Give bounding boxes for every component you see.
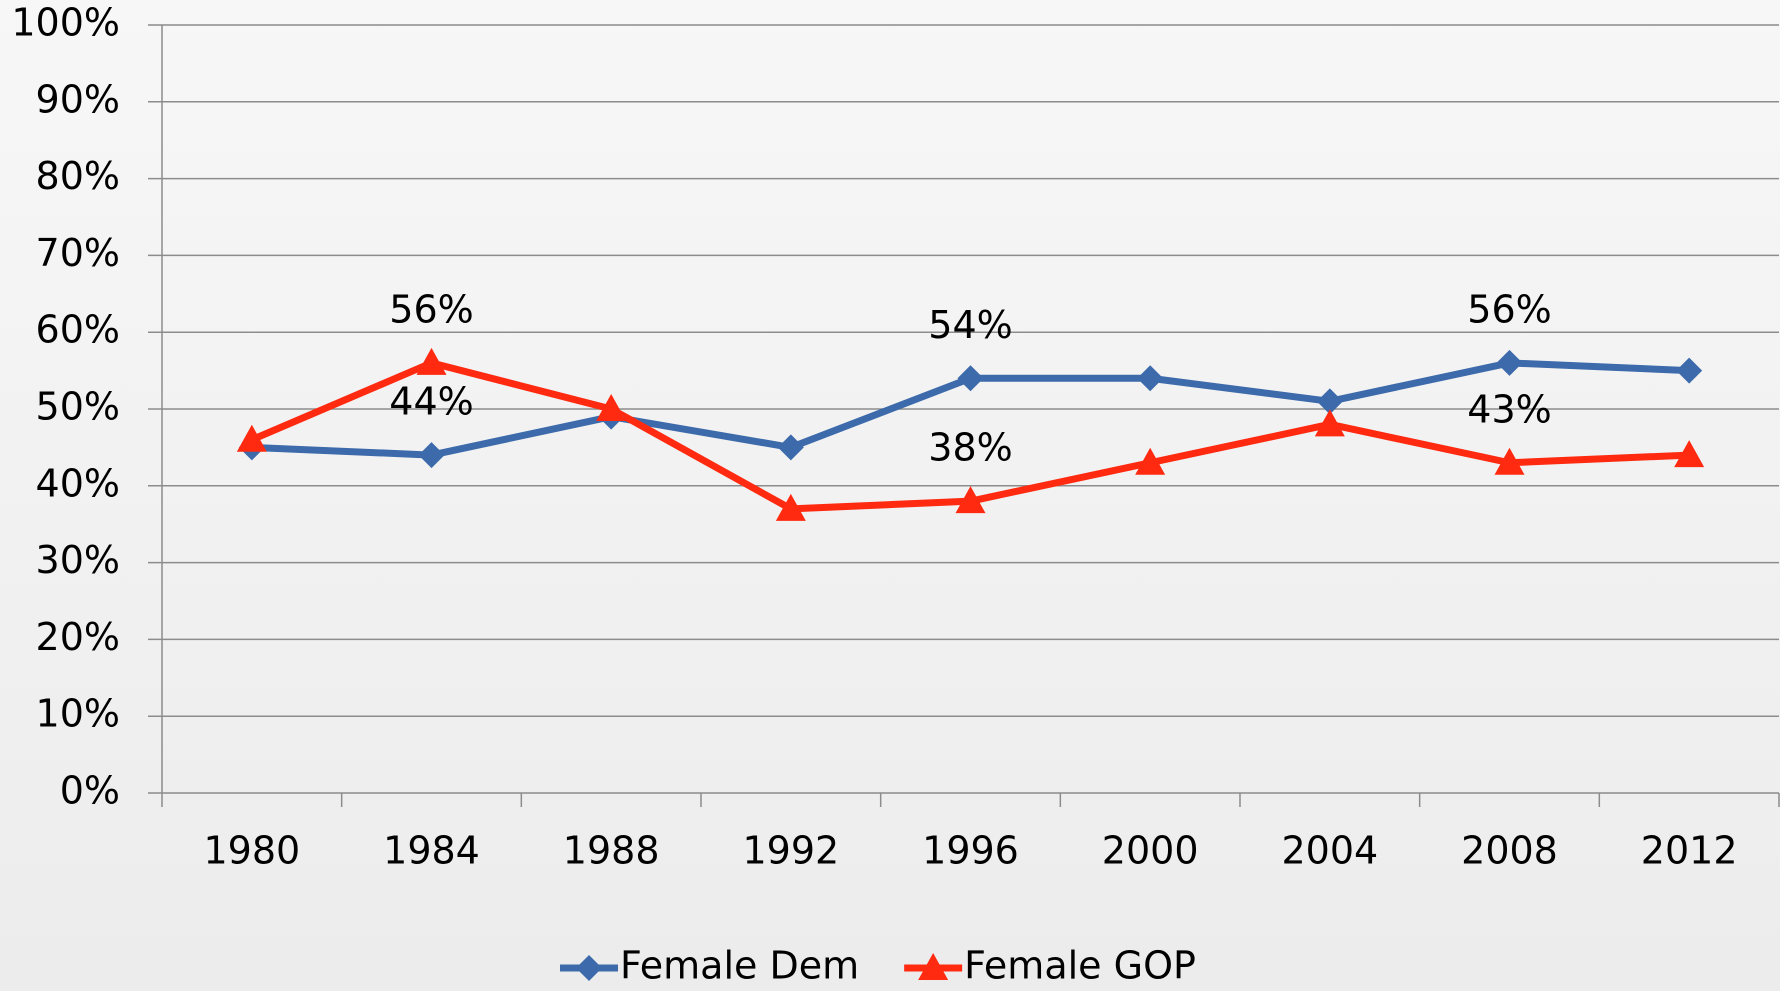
x-tick-label: 1980 <box>203 829 300 873</box>
legend-label: Female GOP <box>964 944 1196 988</box>
data-point <box>1494 447 1525 475</box>
legend-label: Female Dem <box>620 944 859 988</box>
data-point <box>1676 357 1703 384</box>
data-label: 56% <box>1467 287 1551 331</box>
data-label: 54% <box>928 303 1012 347</box>
data-point <box>596 394 627 421</box>
data-point <box>1316 388 1343 415</box>
x-tick-label: 2000 <box>1102 829 1199 873</box>
x-tick-label: 2008 <box>1461 829 1558 873</box>
x-tick-label: 1992 <box>742 829 839 873</box>
data-point <box>777 434 804 461</box>
x-tick-label: 1984 <box>383 829 480 873</box>
legend-marker <box>918 953 949 980</box>
data-label: 56% <box>389 287 473 331</box>
y-tick-label: 20% <box>36 615 120 659</box>
data-label: 43% <box>1467 387 1551 431</box>
legend-marker <box>576 955 602 981</box>
y-tick-label: 100% <box>11 1 120 45</box>
data-point <box>418 442 445 469</box>
x-tick-label: 1996 <box>922 829 1019 873</box>
data-label: 38% <box>928 426 1012 470</box>
y-tick-label: 80% <box>36 154 120 198</box>
data-point <box>1674 440 1705 468</box>
x-tick-label: 1988 <box>563 829 660 873</box>
y-tick-label: 60% <box>36 308 120 352</box>
y-tick-label: 10% <box>36 692 120 736</box>
data-point <box>957 365 984 392</box>
y-tick-label: 50% <box>36 385 120 429</box>
x-tick-label: 2012 <box>1641 829 1738 873</box>
data-point <box>236 424 267 452</box>
data-point <box>1137 365 1164 392</box>
data-point <box>1135 447 1166 475</box>
data-point <box>955 486 986 514</box>
x-tick-label: 2004 <box>1281 829 1378 873</box>
y-tick-label: 90% <box>36 77 120 121</box>
data-point <box>416 347 447 375</box>
data-point <box>1314 409 1345 437</box>
data-point <box>1496 349 1523 376</box>
y-tick-label: 70% <box>36 231 120 275</box>
y-tick-label: 30% <box>36 538 120 582</box>
data-point <box>775 493 806 521</box>
y-tick-label: 0% <box>60 769 120 813</box>
data-label: 44% <box>389 380 473 424</box>
y-tick-label: 40% <box>36 461 120 505</box>
